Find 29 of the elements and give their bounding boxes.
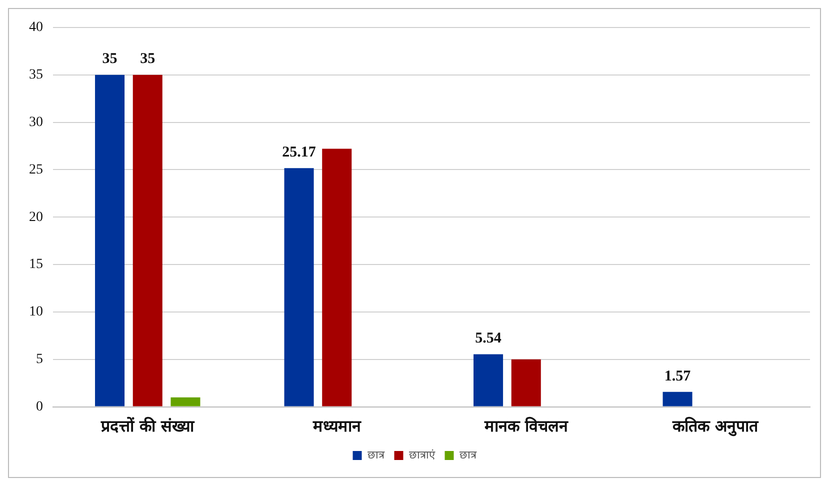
- x-tick-label: प्रदत्तों की संख्या: [100, 416, 196, 436]
- data-label: 35: [102, 51, 118, 68]
- data-label: 35: [140, 51, 156, 68]
- y-tick-label: 40: [29, 20, 43, 36]
- y-tick-label: 10: [29, 304, 43, 320]
- y-tick-label: 30: [29, 114, 43, 130]
- bar: [662, 392, 692, 406]
- bar: [474, 354, 504, 406]
- y-tick-label: 15: [29, 257, 43, 272]
- legend-label: छात्राएं: [408, 448, 436, 462]
- bar: [170, 397, 200, 406]
- data-label: 1.57: [664, 368, 692, 384]
- x-tick-label: मध्यमान: [312, 416, 362, 436]
- bar: [95, 74, 125, 406]
- bar: [322, 148, 352, 406]
- data-label: 5.54: [475, 330, 502, 347]
- y-tick-label: 25: [29, 162, 43, 178]
- legend-label: छात्र: [367, 448, 386, 462]
- x-tick-label: मानक विचलन: [483, 416, 569, 436]
- bar: [511, 359, 541, 406]
- y-tick-label: 35: [29, 67, 43, 82]
- bar: [284, 168, 314, 406]
- legend-label: छात्र: [459, 448, 478, 462]
- y-tick-label: 20: [29, 210, 43, 225]
- x-tick-label: कतिक अनुपात: [672, 416, 760, 437]
- y-tick-label: 5: [36, 352, 43, 368]
- y-tick-label: 0: [36, 399, 43, 414]
- data-label: 25.17: [282, 144, 316, 160]
- bar: [132, 74, 162, 406]
